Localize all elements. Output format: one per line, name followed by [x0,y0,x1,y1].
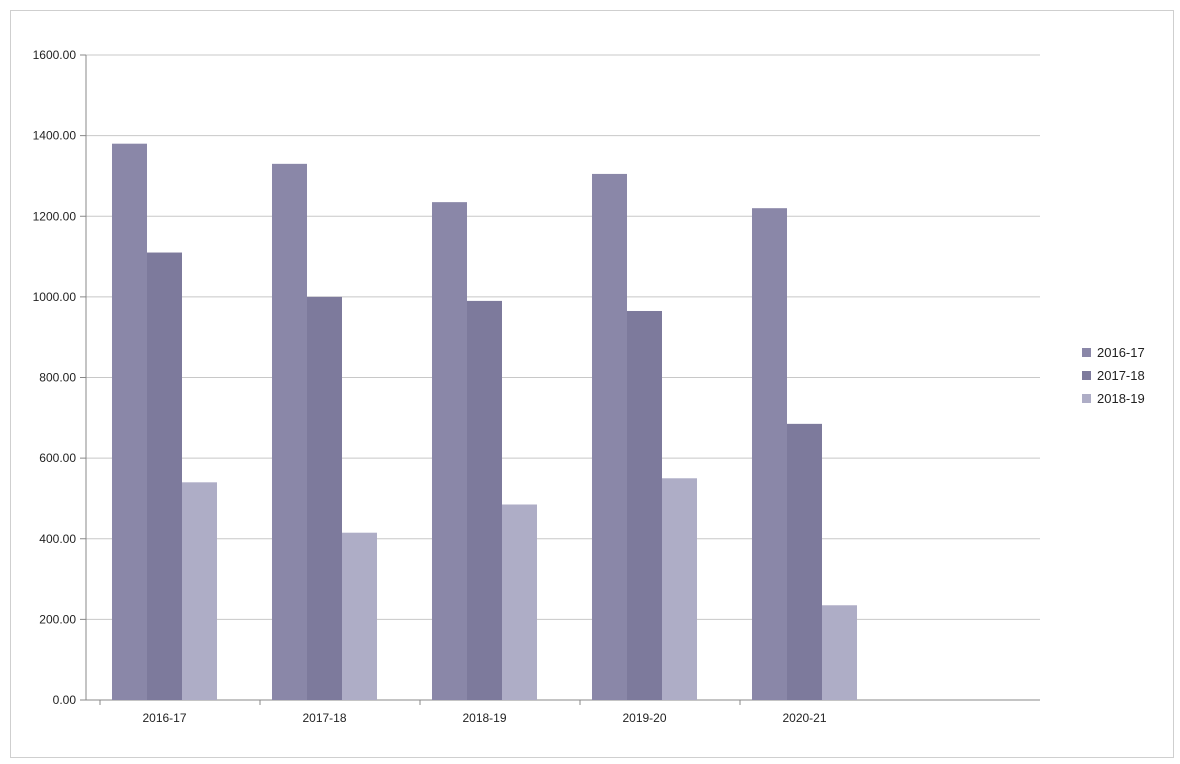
y-tick-label: 1000.00 [33,290,77,304]
bar-2018-19-2018-19 [502,504,537,700]
legend-label: 2016-17 [1097,345,1145,360]
bar-2018-19-2016-17 [182,482,217,700]
axes [80,54,1040,705]
x-tick-label: 2017-18 [302,711,346,725]
bar-2016-17-2016-17 [112,143,147,700]
y-tick-label: 0.00 [53,693,77,707]
x-tick-label: 2019-20 [622,711,666,725]
legend-swatch [1082,371,1091,380]
bar-2017-18-2018-19 [467,300,502,700]
x-tick-labels: 2016-17 2017-18 2018-19 2019-20 2020-21 [142,711,826,725]
x-tick-label: 2018-19 [462,711,506,725]
bars [112,143,857,700]
legend-item: 2016-17 [1082,341,1145,364]
gridlines [86,54,1040,620]
bar-2017-18-2020-21 [787,423,822,700]
legend: 2016-17 2017-18 2018-19 [1082,341,1145,410]
bar-2016-17-2019-20 [592,173,627,700]
y-tick-label: 200.00 [39,612,76,626]
y-tick-label: 1400.00 [33,129,77,143]
y-tick-label: 1200.00 [33,209,77,223]
bar-2016-17-2020-21 [752,208,787,700]
bar-2016-17-2018-19 [432,202,467,700]
y-tick-labels: 0.00 200.00 400.00 600.00 800.00 1000.00 1200.… [33,48,77,707]
bar-2017-18-2017-18 [307,296,342,700]
bar-2018-19-2019-20 [662,478,697,700]
bar-2018-19-2017-18 [342,532,377,700]
bar-2016-17-2017-18 [272,163,307,700]
x-tick-label: 2020-21 [782,711,826,725]
y-tick-label: 800.00 [39,371,76,385]
y-tick-label: 1600.00 [33,48,77,62]
legend-swatch [1082,348,1091,357]
bar-2017-18-2016-17 [147,252,182,700]
legend-label: 2018-19 [1097,391,1145,406]
bar-2017-18-2019-20 [627,310,662,700]
legend-item: 2018-19 [1082,387,1145,410]
y-tick-label: 400.00 [39,532,76,546]
legend-item: 2017-18 [1082,364,1145,387]
x-tick-label: 2016-17 [142,711,186,725]
legend-label: 2017-18 [1097,368,1145,383]
legend-swatch [1082,394,1091,403]
y-tick-label: 600.00 [39,451,76,465]
bar-2018-19-2020-21 [822,605,857,700]
